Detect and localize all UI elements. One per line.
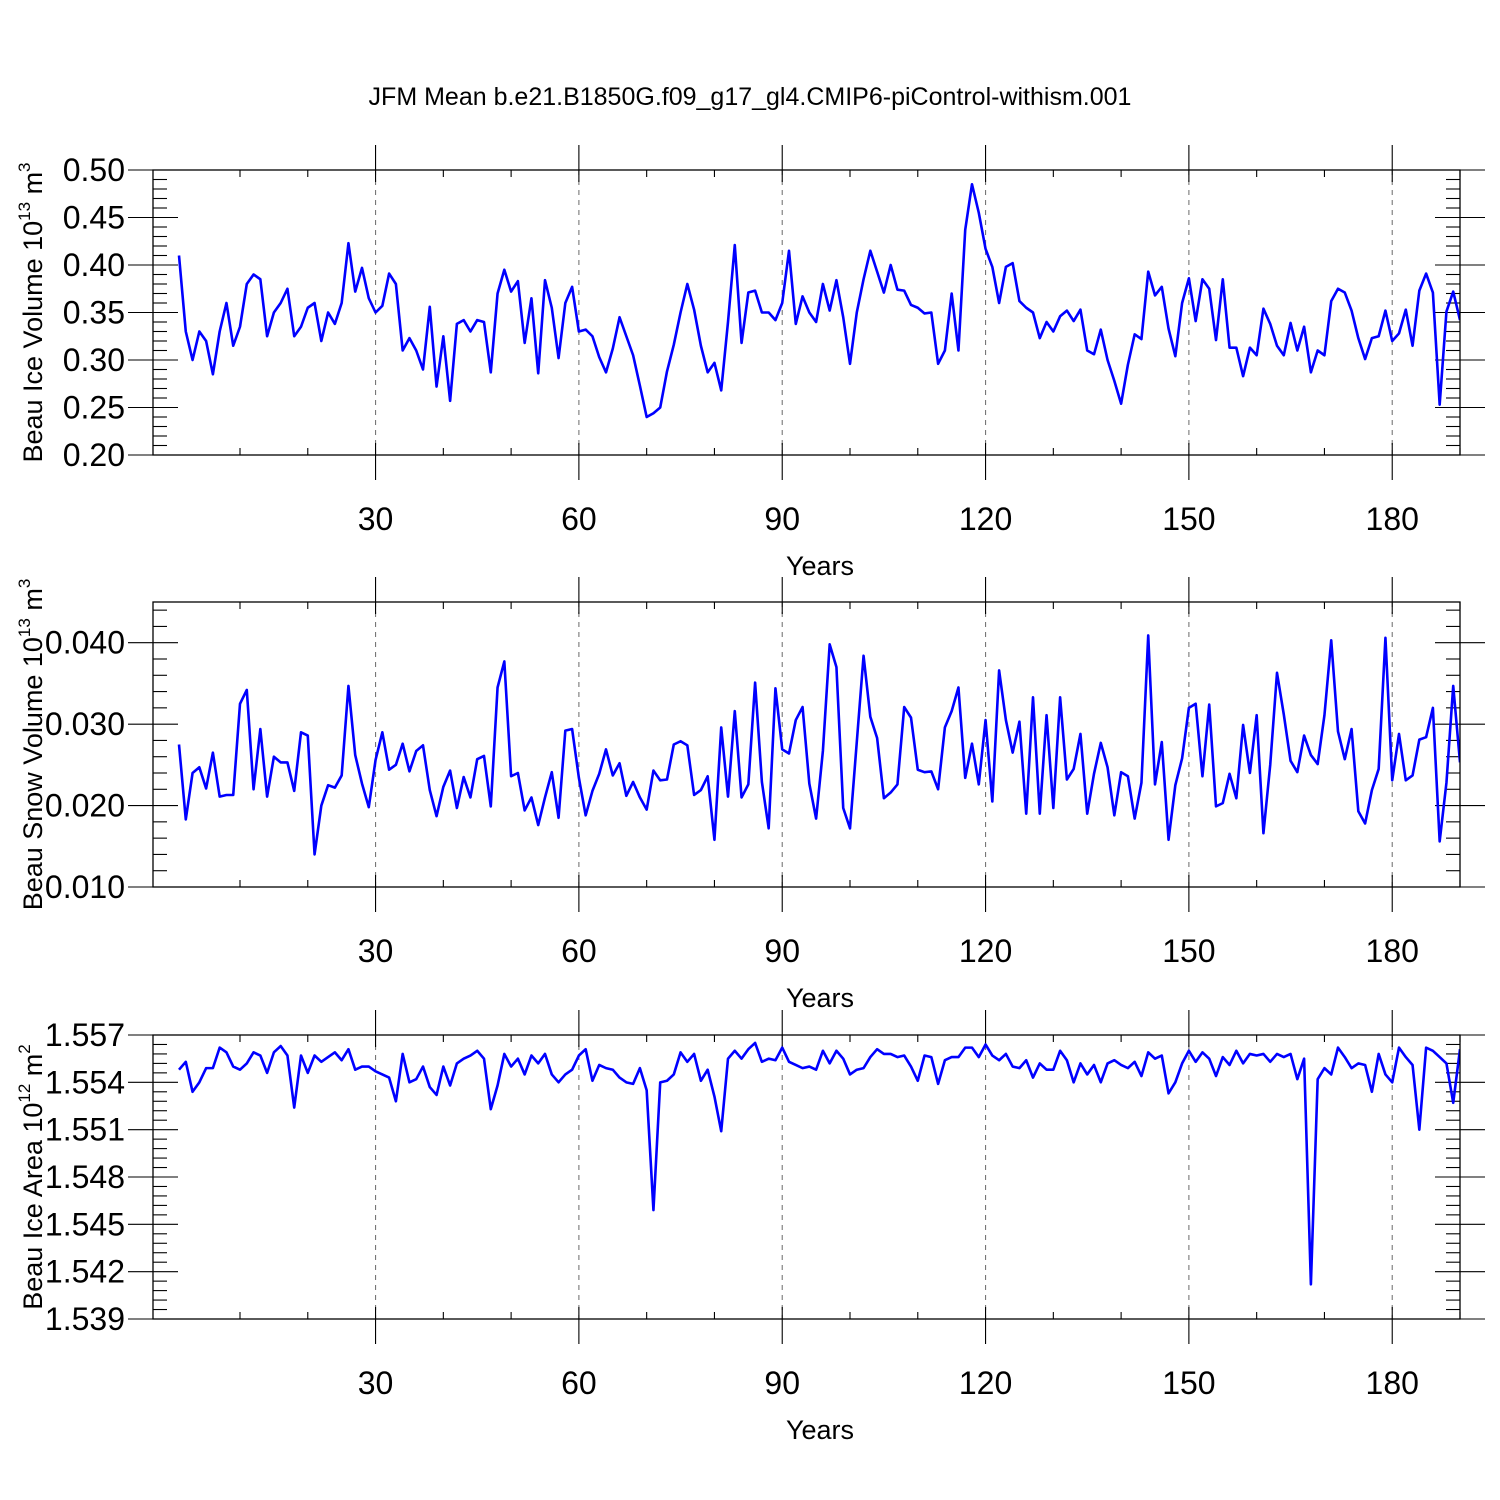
x-axis-label: Years — [786, 983, 854, 1013]
ytick-label: 0.45 — [63, 200, 125, 236]
ytick-label: 1.545 — [45, 1206, 125, 1242]
xtick-label: 60 — [561, 933, 597, 969]
plot-frame — [152, 169, 1461, 456]
xtick-label: 90 — [764, 501, 800, 537]
xtick-label: 180 — [1366, 933, 1419, 969]
ytick-label: 0.50 — [63, 152, 125, 188]
xtick-label: 90 — [764, 933, 800, 969]
xtick-label: 60 — [561, 501, 597, 537]
y-axis-label: Beau Ice Area 1012 m2 — [15, 1044, 48, 1310]
plot-frame — [152, 601, 1461, 888]
plot-frame — [152, 1034, 1461, 1320]
ytick-label: 1.542 — [45, 1254, 125, 1290]
y-axis-label: Beau Snow Volume 1013 m3 — [15, 579, 48, 911]
xtick-label: 60 — [561, 1365, 597, 1401]
xtick-label: 120 — [959, 933, 1012, 969]
xtick-label: 150 — [1162, 1365, 1215, 1401]
ytick-label: 1.539 — [45, 1301, 125, 1337]
chart-title: JFM Mean b.e21.B1850G.f09_g17_gl4.CMIP6-… — [369, 83, 1132, 111]
ytick-label: 0.35 — [63, 295, 125, 331]
ytick-label: 1.551 — [45, 1112, 125, 1148]
y-axis-label-text: Beau Snow Volume 10 — [18, 637, 48, 910]
y-axis-label-exponent: 13 — [15, 618, 34, 637]
series-line-ice-area — [178, 1041, 1460, 1286]
ytick-label: 0.040 — [45, 625, 125, 661]
xtick-label: 30 — [358, 501, 394, 537]
y-axis-label-unit-exponent: 3 — [15, 162, 34, 171]
ytick-label: 1.554 — [45, 1064, 125, 1100]
series-line-ice-volume — [177, 182, 1460, 419]
y-axis-label-unit-exponent: 2 — [15, 1044, 34, 1053]
panel-ice-area: 30 60 90 120 150 180 1.539 1.542 1.545 1.548 1.551… — [15, 1010, 1485, 1445]
y-axis-label-exponent: 12 — [15, 1084, 34, 1103]
y-axis-label-unit-exponent: 3 — [15, 579, 34, 588]
y-axis-label-exponent: 13 — [15, 202, 34, 221]
panel-ice-volume: 30 60 90 120 150 180 0.20 0.25 0.30 0.35 0.40 0.45 0… — [15, 145, 1485, 581]
x-axis-label: Years — [786, 1415, 854, 1445]
xtick-label: 150 — [1162, 933, 1215, 969]
ytick-label: 1.557 — [45, 1017, 125, 1053]
y-axis-label-unit: m — [18, 1054, 48, 1084]
ytick-label: 0.40 — [63, 247, 125, 283]
xtick-label: 90 — [764, 1365, 800, 1401]
y-axis-label: Beau Ice Volume 1013 m3 — [15, 162, 48, 462]
ytick-label: 0.25 — [63, 390, 125, 426]
xtick-label: 120 — [959, 501, 1012, 537]
y-axis-label-unit: m — [18, 172, 48, 202]
y-axis-label-unit: m — [18, 588, 48, 618]
series-line-snow-volume — [177, 634, 1460, 856]
y-axis-label-text: Beau Ice Volume 10 — [18, 221, 48, 463]
xtick-label: 180 — [1366, 501, 1419, 537]
xtick-label: 120 — [959, 1365, 1012, 1401]
ytick-label: 0.20 — [63, 437, 125, 473]
xtick-label: 30 — [358, 1365, 394, 1401]
x-axis-label: Years — [786, 551, 854, 581]
ytick-label: 0.030 — [45, 706, 125, 742]
ytick-label: 1.548 — [45, 1159, 125, 1195]
ytick-label: 0.020 — [45, 788, 125, 824]
ytick-label: 0.30 — [63, 342, 125, 378]
xtick-label: 30 — [358, 933, 394, 969]
ytick-label: 0.010 — [45, 869, 125, 905]
xtick-label: 180 — [1366, 1365, 1419, 1401]
y-axis-label-text: Beau Ice Area 10 — [18, 1103, 48, 1310]
panel-snow-volume: 30 60 90 120 150 180 0.010 0.020 0.030 0.040 Years… — [15, 577, 1485, 1013]
xtick-label: 150 — [1162, 501, 1215, 537]
